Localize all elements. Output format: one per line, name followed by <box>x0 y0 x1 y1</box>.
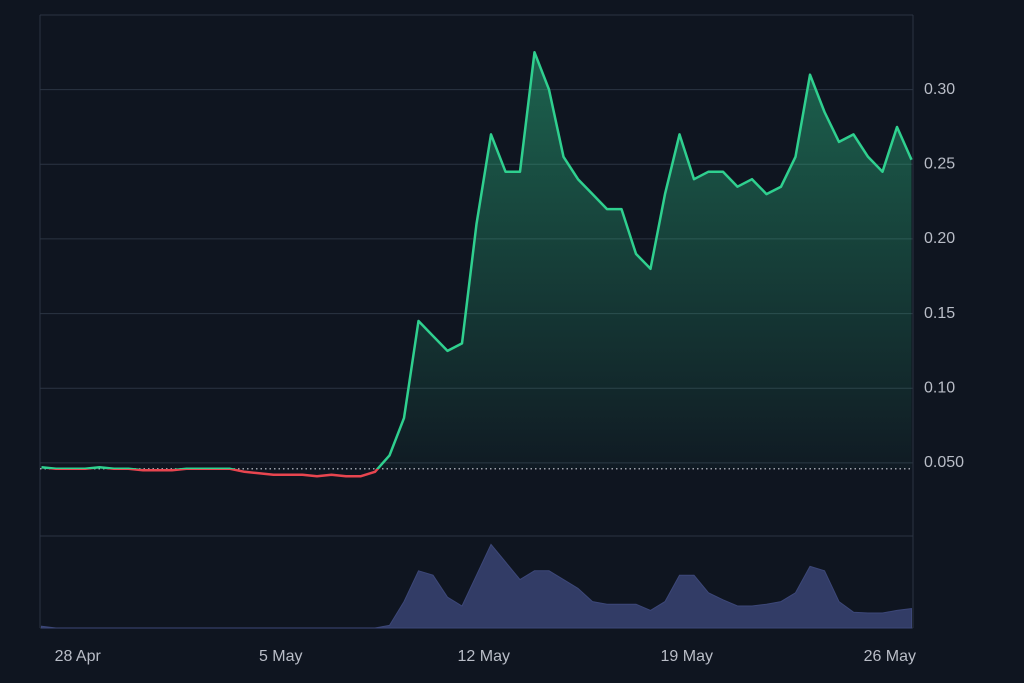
y-tick-label: 0.10 <box>924 379 955 396</box>
x-tick-label: 26 May <box>864 648 916 665</box>
y-tick-label: 0.20 <box>924 230 955 247</box>
x-tick-label: 28 Apr <box>55 648 102 665</box>
price-area <box>41 52 912 469</box>
x-tick-label: 12 May <box>458 648 510 665</box>
price-line <box>41 51 913 478</box>
y-tick-label: 0.30 <box>924 81 955 98</box>
x-tick-label: 5 May <box>259 648 303 665</box>
volume-area <box>41 543 912 629</box>
y-tick-label: 0.15 <box>924 305 955 322</box>
y-tick-label: 0.25 <box>924 156 955 173</box>
y-tick-label: 0.050 <box>924 454 964 471</box>
x-tick-label: 19 May <box>661 648 713 665</box>
